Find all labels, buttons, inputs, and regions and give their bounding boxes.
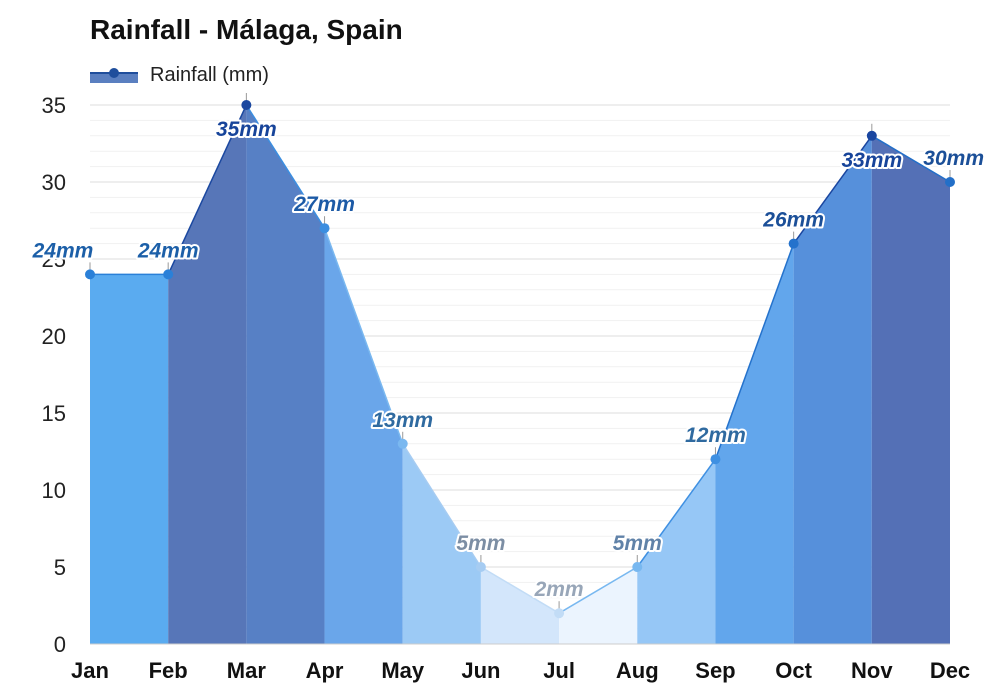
axes: 0 5 10 15 20 25 30 35 Jan Feb Mar Apr May Jun Jul Aug Se… [42, 93, 971, 683]
data-label: 13mm [372, 409, 433, 432]
y-tick-label: 20 [42, 324, 66, 349]
data-point [241, 100, 252, 110]
x-tick-label: Oct [775, 658, 812, 683]
data-label: 33mm [841, 149, 902, 172]
data-label: 35mm [216, 118, 277, 141]
area-segment [90, 274, 169, 644]
data-label: 2mm [534, 578, 584, 601]
data-point [163, 269, 174, 280]
series-line-segment [245, 104, 326, 229]
y-tick-label: 25 [42, 247, 66, 272]
x-tick-label: Nov [851, 658, 893, 683]
data-label: 30mm [923, 147, 984, 170]
x-tick-label: Mar [227, 658, 267, 683]
data-point [710, 454, 721, 465]
data-label: 12mm [685, 424, 746, 447]
x-tick-label: Jan [71, 658, 109, 683]
area-segments [90, 104, 951, 645]
data-label: 24mm [137, 239, 199, 262]
series-line-segment [558, 566, 638, 614]
x-tick-label: Dec [930, 658, 970, 683]
y-tick-label: 35 [42, 93, 66, 118]
legend-swatch [90, 67, 138, 83]
y-tick-label: 30 [42, 170, 66, 195]
data-label: 27mm [293, 193, 355, 216]
area-segment [793, 135, 872, 645]
x-tick-label: Jun [461, 658, 500, 683]
data-point [945, 177, 955, 187]
series-line-segment [793, 135, 873, 245]
data-point [475, 562, 486, 572]
data-label: 5mm [456, 532, 505, 555]
series-line-segment [871, 135, 951, 183]
series-line-segment [167, 104, 248, 275]
series-line-segment [636, 458, 717, 568]
area-segment [715, 243, 794, 644]
area-segment [871, 135, 950, 645]
x-tick-label: Aug [616, 658, 659, 683]
data-point [632, 562, 643, 572]
data-point [319, 223, 330, 234]
x-tick-label: Feb [149, 658, 188, 683]
y-tick-label: 0 [54, 632, 66, 657]
data-points [85, 93, 955, 619]
data-point [788, 238, 799, 249]
data-label: 5mm [613, 532, 662, 555]
data-point [85, 269, 95, 280]
data-labels: 24mm 24mm 35mm 27mm 13mm 5mm 2mm 5mm 12mm 26mm 33m… [30, 116, 986, 603]
area-segment [402, 443, 481, 644]
data-label: 24mm [32, 239, 94, 262]
series-line-segment [323, 227, 404, 445]
data-point [554, 608, 565, 619]
y-tick-label: 10 [42, 478, 66, 503]
legend: Rainfall (mm) [90, 60, 269, 90]
chart-title: Rainfall - Málaga, Spain [90, 14, 403, 45]
area-segment [637, 459, 716, 644]
area-segment [324, 228, 403, 644]
x-tick-label: Sep [695, 658, 735, 683]
area-segment [559, 567, 638, 644]
legend-label: Rainfall (mm) [150, 63, 269, 86]
series-line-segment [714, 243, 795, 460]
data-point [866, 130, 877, 141]
area-segment [168, 105, 247, 644]
x-tick-label: Jul [543, 658, 575, 683]
x-tick-label: May [381, 658, 425, 683]
area-segment [246, 105, 325, 644]
series-line-segment [480, 566, 560, 614]
area-segment [480, 567, 560, 644]
x-tick-label: Apr [306, 658, 344, 683]
y-tick-label: 15 [42, 401, 66, 426]
series-line-segment [402, 443, 482, 568]
data-label: 26mm [762, 209, 824, 232]
y-tick-label: 5 [54, 555, 66, 580]
data-point [397, 438, 408, 449]
